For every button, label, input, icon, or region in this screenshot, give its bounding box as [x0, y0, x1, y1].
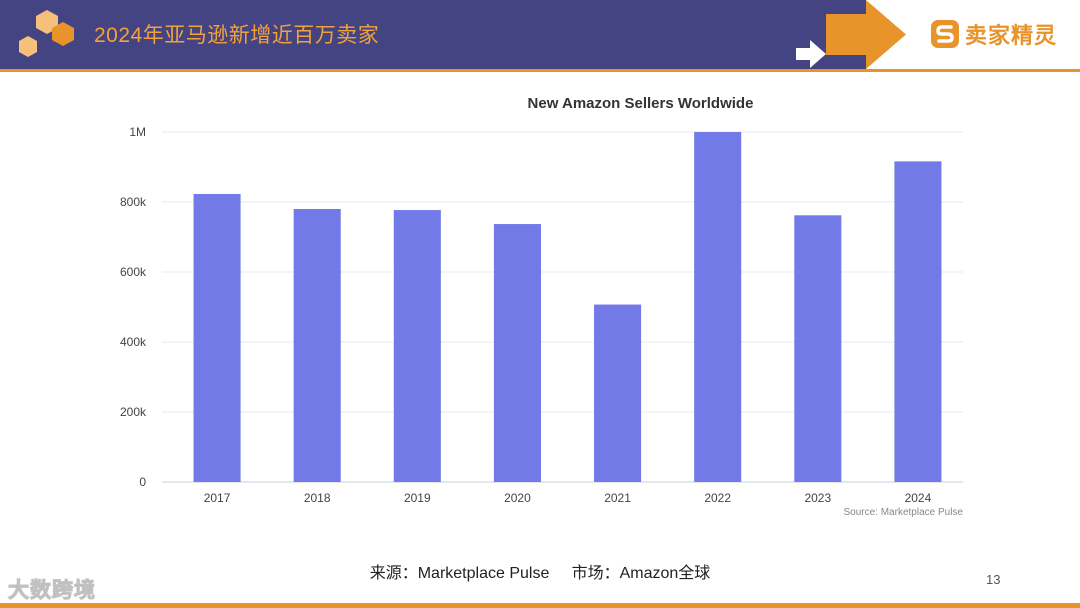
- bar-2020: [493, 224, 541, 483]
- header-accent-line: [0, 69, 1080, 72]
- brand-s-icon: [931, 20, 959, 48]
- small-arrow-right-icon: [796, 40, 826, 68]
- y-tick-label: 200k: [120, 405, 147, 419]
- x-tick-label: 2023: [804, 491, 831, 505]
- bar-2024: [894, 161, 942, 482]
- y-tick-label: 0: [139, 475, 146, 489]
- chart-area: New Amazon Sellers Worldwide 0 200k 400k 600…: [0, 80, 1080, 530]
- y-tick-label: 600k: [120, 265, 147, 279]
- hexagon-logo-icon: [19, 10, 74, 57]
- x-tick-label: 2022: [704, 491, 731, 505]
- footer-accent-line: [0, 603, 1080, 608]
- chart-source-note: Source: Marketplace Pulse: [843, 507, 963, 518]
- bar-2019: [393, 210, 441, 483]
- page-number: 13: [986, 572, 1001, 587]
- bar-2022: [694, 132, 742, 482]
- chart-title: New Amazon Sellers Worldwide: [528, 95, 754, 112]
- brand-name: 卖家精灵: [965, 23, 1058, 48]
- bar-chart: New Amazon Sellers Worldwide 0 200k 400k 600…: [120, 95, 963, 518]
- y-tick-label: 400k: [120, 335, 147, 349]
- x-tick-label: 2020: [504, 491, 531, 505]
- x-tick-label: 2019: [404, 491, 431, 505]
- brand-logo: 卖家精灵: [930, 16, 1057, 52]
- bar-2021: [594, 304, 642, 482]
- source-caption: 来源：Marketplace Pulse 市场：Amazon全球: [369, 565, 711, 582]
- watermark-text: 大数跨境: [8, 579, 96, 603]
- x-tick-label: 2024: [905, 491, 932, 505]
- page-title: 2024年亚马逊新增近百万卖家: [94, 24, 380, 47]
- x-tick-label: 2018: [304, 491, 331, 505]
- y-tick-label: 800k: [120, 195, 147, 209]
- bar-2017: [193, 193, 241, 482]
- arrow-right-icon: [826, 0, 906, 69]
- x-tick-label: 2021: [604, 491, 631, 505]
- y-tick-label: 1M: [129, 125, 146, 139]
- x-tick-label: 2017: [204, 491, 231, 505]
- bar-2018: [293, 209, 341, 482]
- bar-2023: [794, 215, 842, 483]
